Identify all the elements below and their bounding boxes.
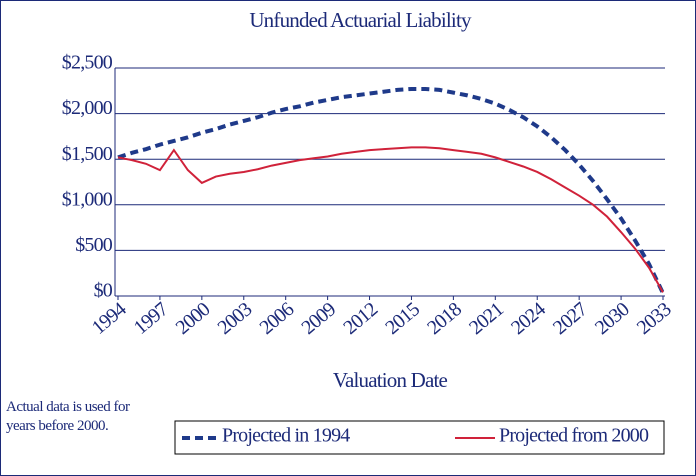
y-tick-label: $2,500 [62, 52, 113, 74]
x-tick-label: 2003 [214, 298, 257, 339]
legend-label: Projected in 1994 [222, 425, 350, 447]
x-tick-label: 2021 [465, 298, 507, 339]
chart-title: Unfunded Actuarial Liability [249, 8, 472, 32]
x-tick-label: 2006 [256, 298, 299, 339]
series-line [117, 86, 665, 295]
x-tick-label: 2000 [172, 298, 215, 339]
x-tick-label: 2033 [633, 298, 676, 339]
x-tick-label: 2024 [507, 298, 550, 339]
x-tick-label: 2012 [339, 298, 381, 339]
x-tick-label: 2018 [423, 298, 466, 339]
annotation: Actual data is used for years before 200… [6, 399, 130, 434]
y-tick-label: $1,500 [62, 143, 113, 165]
y-tick-label: $0 [94, 280, 113, 302]
x-tick-label: 2030 [591, 298, 634, 339]
x-axis-label: Valuation Date [333, 368, 448, 392]
x-tick-label: 1997 [130, 298, 173, 339]
x-tick-label: 2015 [381, 298, 424, 339]
series-line [117, 146, 664, 293]
x-tick-label: 1994 [88, 298, 131, 339]
y-tick-label: $2,000 [62, 97, 113, 119]
x-tick-label: 2027 [549, 298, 592, 339]
legend-box [174, 420, 665, 455]
y-tick-label: $500 [75, 234, 113, 256]
x-tick-label: 2009 [297, 298, 340, 339]
y-tick-label: $1,000 [62, 188, 113, 210]
legend-label: Projected from 2000 [499, 425, 649, 447]
